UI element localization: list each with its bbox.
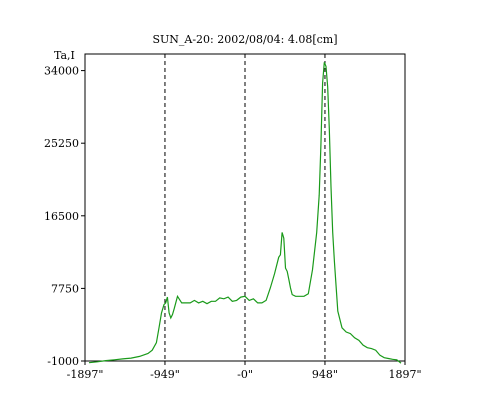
y-tick-label-3: 25250 — [44, 137, 79, 150]
series-line-0 — [88, 62, 402, 364]
y-axis: -1000 7750 16500 25250 34000 — [44, 65, 85, 368]
x-tick-label-1: -949" — [150, 368, 180, 381]
reference-lines — [164, 54, 326, 361]
chart-title: SUN_A-20: 2002/08/04: 4.08[cm] — [152, 33, 337, 46]
y-tick-label-1: 7750 — [51, 282, 79, 295]
x-tick-label-4: 1897" — [388, 368, 421, 381]
y-tick-label-2: 16500 — [44, 210, 79, 223]
y-tick-label-0: -1000 — [47, 355, 79, 368]
x-tick-label-3: 948" — [312, 368, 338, 381]
x-tick-label-2: -0" — [237, 368, 253, 381]
x-tick-label-0: -1897" — [67, 368, 104, 381]
x-axis: -1897" -949" -0" 948" 1897" — [67, 361, 422, 381]
y-axis-label: Ta,I — [54, 49, 75, 62]
series-group — [88, 62, 402, 364]
y-tick-label-4: 34000 — [44, 65, 79, 78]
